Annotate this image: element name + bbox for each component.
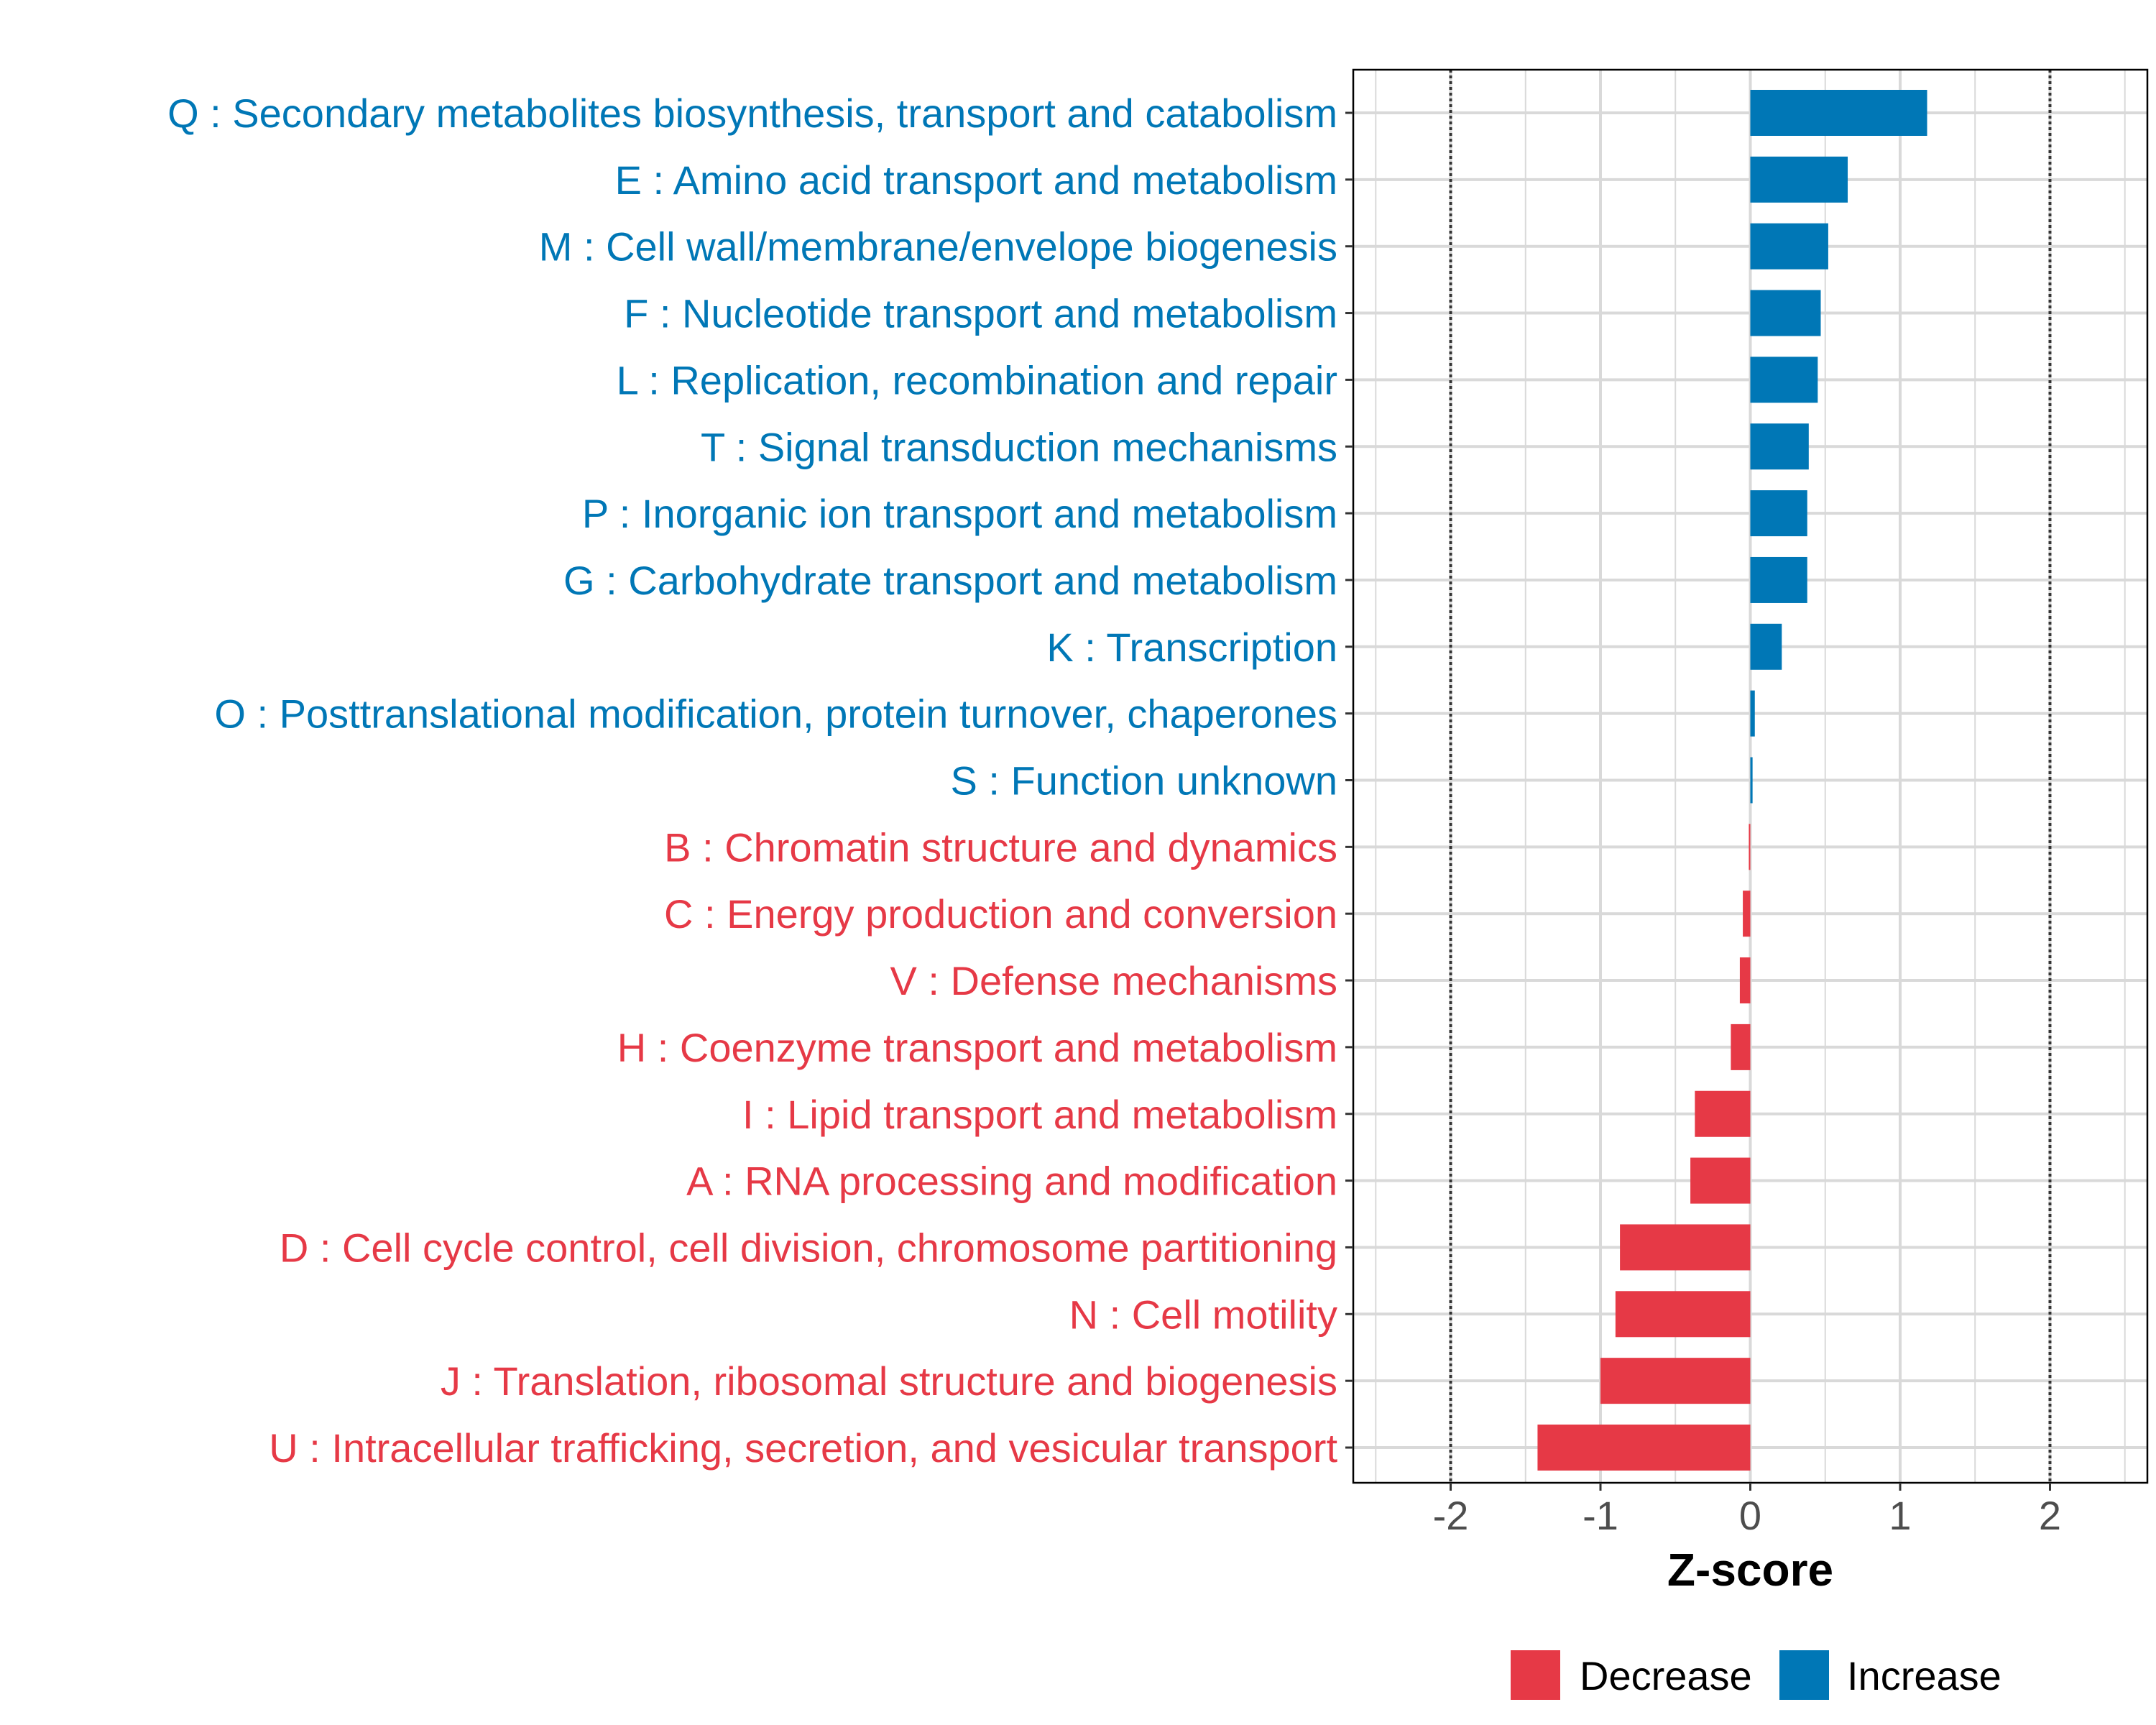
bar: [1750, 290, 1821, 336]
bar: [1750, 90, 1927, 136]
y-tick-label: A : RNA processing and modification: [686, 1159, 1337, 1204]
legend-label-increase: Increase: [1847, 1653, 2001, 1698]
y-tick-label: S : Function unknown: [950, 758, 1337, 804]
bar: [1537, 1425, 1751, 1471]
bar: [1750, 156, 1848, 203]
y-tick-label: O : Posttranslational modification, prot…: [214, 691, 1337, 737]
bar: [1600, 1358, 1751, 1404]
bar: [1750, 556, 1807, 603]
bar: [1750, 690, 1755, 737]
bars: [1537, 90, 1927, 1471]
bar: [1615, 1291, 1751, 1338]
legend-label-decrease: Decrease: [1580, 1653, 1752, 1698]
y-tick-label: L : Replication, recombination and repai…: [617, 357, 1337, 402]
y-tick-label: F : Nucleotide transport and metabolism: [624, 291, 1337, 336]
y-tick-label: M : Cell wall/membrane/envelope biogenes…: [539, 224, 1337, 270]
bar: [1690, 1157, 1751, 1204]
y-tick-label: P : Inorganic ion transport and metaboli…: [582, 491, 1337, 536]
bar: [1743, 891, 1751, 937]
y-axis-ticks: [1345, 111, 1353, 1449]
legend: Decrease Increase: [1511, 1650, 2001, 1700]
bar: [1731, 1024, 1751, 1070]
x-tick-label: 2: [2039, 1493, 2061, 1538]
y-tick-label: J : Translation, ribosomal structure and…: [441, 1358, 1337, 1404]
x-tick-label: 0: [1739, 1493, 1761, 1538]
y-tick-label: U : Intracellular trafficking, secretion…: [269, 1425, 1337, 1471]
x-axis-ticks: -2 -1 0 1 2: [1433, 1483, 2061, 1538]
y-tick-label: H : Coenzyme transport and metabolism: [617, 1025, 1337, 1070]
y-axis-labels: Q : Secondary metabolites biosynthesis, …: [167, 91, 1337, 1471]
bar: [1749, 824, 1751, 870]
y-tick-label: Q : Secondary metabolites biosynthesis, …: [167, 91, 1337, 136]
bar: [1750, 356, 1818, 403]
bar: [1750, 423, 1809, 470]
bar: [1750, 623, 1782, 670]
y-tick-label: D : Cell cycle control, cell division, c…: [280, 1225, 1337, 1270]
bar: [1750, 757, 1753, 804]
y-tick-label: T : Signal transduction mechanisms: [701, 424, 1337, 469]
y-tick-label: B : Chromatin structure and dynamics: [664, 824, 1337, 870]
x-tick-label: -1: [1583, 1493, 1618, 1538]
bar: [1620, 1224, 1751, 1271]
y-tick-label: V : Defense mechanisms: [890, 958, 1337, 1003]
x-tick-label: -2: [1433, 1493, 1469, 1538]
bar: [1750, 223, 1828, 270]
y-tick-label: G : Carbohydrate transport and metabolis…: [563, 558, 1337, 603]
bar: [1750, 490, 1807, 537]
y-tick-label: C : Energy production and conversion: [664, 891, 1337, 937]
y-tick-label: E : Amino acid transport and metabolism: [615, 157, 1337, 203]
bar: [1695, 1090, 1751, 1137]
y-tick-label: N : Cell motility: [1069, 1292, 1337, 1337]
y-tick-label: K : Transcription: [1046, 625, 1337, 670]
x-tick-label: 1: [1889, 1493, 1911, 1538]
legend-key-decrease: [1511, 1650, 1560, 1700]
x-axis-title: Z-score: [1667, 1544, 1833, 1596]
bar: [1739, 957, 1751, 1004]
y-tick-label: I : Lipid transport and metabolism: [742, 1092, 1337, 1137]
legend-key-increase: [1779, 1650, 1829, 1700]
